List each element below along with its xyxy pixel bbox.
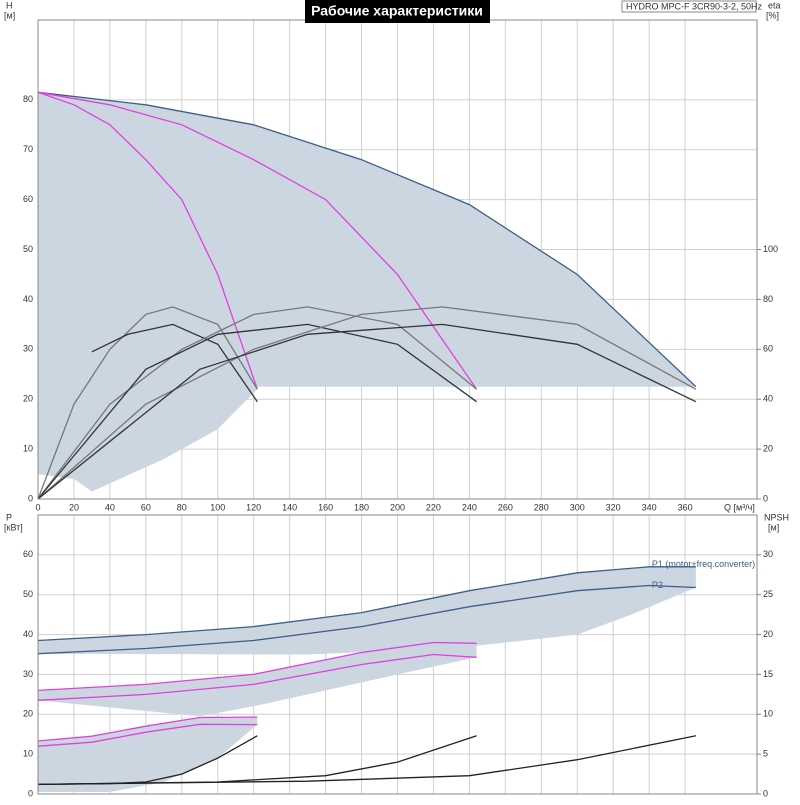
curve	[37, 584, 696, 655]
operating-range	[38, 642, 477, 717]
y-tick-label: 0	[28, 493, 33, 503]
y-tick-label: 20	[23, 394, 33, 404]
curve	[37, 653, 477, 701]
curve	[37, 723, 258, 747]
x-tick-label: 120	[246, 502, 261, 512]
y2-tick-label: 100	[763, 244, 778, 254]
x-tick-label: 60	[141, 502, 151, 512]
curve	[37, 306, 478, 500]
y-tick-label: 10	[23, 749, 33, 759]
x-tick-label: 40	[105, 502, 115, 512]
x-tick-label: 300	[570, 502, 585, 512]
y-tick-label: 0	[28, 788, 33, 798]
y2-tick-label: 0	[763, 788, 768, 798]
y2-axis-label: NPSH	[764, 512, 789, 522]
y2-tick-label: 5	[763, 749, 768, 759]
x-tick-label: 200	[390, 502, 405, 512]
y-axis-unit: [кВт]	[4, 522, 23, 532]
x-tick-label: 100	[210, 502, 225, 512]
x-tick-label: 320	[606, 502, 621, 512]
x-tick-label: 280	[534, 502, 549, 512]
y2-tick-label: 15	[763, 669, 773, 679]
x-tick-label: 340	[642, 502, 657, 512]
y-tick-label: 60	[23, 549, 33, 559]
x-tick-label: 80	[177, 502, 187, 512]
y-tick-label: 10	[23, 443, 33, 453]
y2-tick-label: 20	[763, 443, 773, 453]
operating-range	[38, 566, 696, 655]
y-tick-label: 40	[23, 294, 33, 304]
y2-axis-unit: [м]	[768, 522, 779, 532]
y-axis-label: H	[6, 0, 13, 10]
y-tick-label: 50	[23, 244, 33, 254]
operating-range	[38, 92, 696, 492]
title-box	[305, 0, 490, 23]
model-label: HYDRO MPC-F 3CR90-3-2, 50Hz	[626, 1, 763, 11]
curve	[37, 91, 258, 390]
x-tick-label: 160	[318, 502, 333, 512]
curve	[91, 323, 258, 403]
plot-frame	[37, 514, 758, 795]
y2-tick-label: 40	[763, 394, 773, 404]
x-tick-label: 360	[678, 502, 693, 512]
y2-tick-label: 10	[763, 709, 773, 719]
x-axis-label: Q [м³/ч]	[724, 502, 755, 512]
x-tick-label: 0	[35, 502, 40, 512]
x-tick-label: 20	[69, 502, 79, 512]
curve	[37, 641, 477, 692]
y2-tick-label: 80	[763, 294, 773, 304]
y2-tick-label: 0	[763, 493, 768, 503]
curve	[37, 566, 696, 642]
chart-title: Рабочие характеристики	[311, 3, 483, 19]
plot-layer: 0 20 40 60 80 100 120 140 160 180 200 220 240 260 280 3…	[23, 19, 778, 798]
y-axis-label: P	[6, 512, 12, 522]
y2-tick-label: 25	[763, 589, 773, 599]
y2-axis-label: eta	[768, 0, 781, 10]
curve	[37, 323, 697, 500]
curve	[37, 91, 478, 390]
y-tick-label: 50	[23, 589, 33, 599]
x-tick-label: 180	[354, 502, 369, 512]
y-tick-label: 70	[23, 144, 33, 154]
y-tick-label: 80	[23, 94, 33, 104]
operating-range	[38, 717, 258, 792]
y2-tick-label: 30	[763, 549, 773, 559]
x-tick-label: 240	[462, 502, 477, 512]
curve	[37, 323, 477, 500]
y2-tick-label: 20	[763, 629, 773, 639]
y-tick-label: 60	[23, 194, 33, 204]
x-tick-label: 140	[282, 502, 297, 512]
curve	[37, 735, 697, 786]
curve	[37, 716, 258, 742]
y-tick-label: 30	[23, 669, 33, 679]
y2-tick-label: 60	[763, 344, 773, 354]
curve-label: P1 (motor+freq.converter)	[652, 559, 755, 569]
curve	[37, 306, 697, 500]
y-axis-unit: [м]	[4, 10, 15, 20]
x-tick-label: 260	[498, 502, 513, 512]
y-tick-label: 20	[23, 709, 33, 719]
x-tick-label: 220	[426, 502, 441, 512]
y-tick-label: 30	[23, 344, 33, 354]
curve	[37, 306, 258, 500]
model-box	[621, 0, 757, 13]
curve	[37, 91, 697, 388]
y-tick-label: 40	[23, 629, 33, 639]
y2-axis-unit: [%]	[766, 10, 779, 20]
curve-label: P2	[652, 580, 663, 590]
